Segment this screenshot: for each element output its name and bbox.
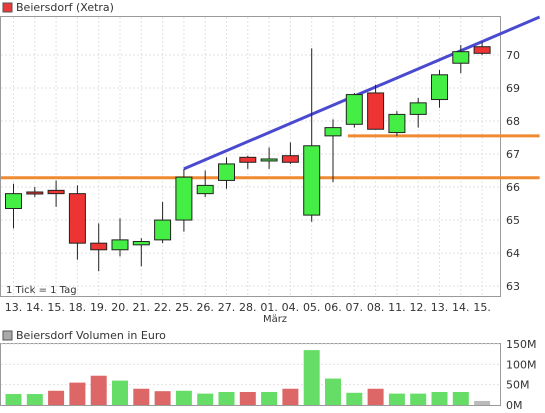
x-tick-label: 15. [47, 301, 65, 314]
candle-body [345, 94, 363, 125]
volume-bars [5, 350, 491, 405]
volume-bar [48, 390, 65, 405]
candles [5, 41, 491, 272]
volume-bar [431, 391, 448, 405]
volume-bar [239, 391, 256, 405]
price-panel: 63 64 65 66 67 68 69 70 Beiersdorf (Xetra) 1 Ti… [0, 1, 541, 297]
x-tick-label: 06. [324, 301, 342, 314]
x-tick-label: 12. [409, 301, 427, 314]
volume-legend-label: Beiersdorf Volumen in Euro [16, 329, 166, 342]
x-axis-month-label: März [263, 314, 287, 325]
volume-y-axis: 0M 50M 100M 150M [506, 338, 537, 412]
price-y-tick-label: 63 [506, 280, 520, 293]
x-axis: 13. 14. 15. 18. 19. 20. 21. 22. 25. 26. 27. 28. 01. 0… [5, 301, 491, 314]
price-y-tick-label: 70 [506, 49, 520, 62]
x-tick-label: 05. [303, 301, 321, 314]
candle-body [90, 242, 108, 251]
volume-legend-swatch [2, 330, 13, 341]
x-tick-label: 04. [282, 301, 300, 314]
volume-bar [452, 391, 469, 405]
candle-body [196, 184, 214, 195]
x-tick-label: 19. [90, 301, 108, 314]
volume-bar [325, 378, 341, 405]
volume-bar [303, 350, 320, 405]
volume-bar [474, 400, 491, 405]
candle-body [239, 156, 257, 163]
candle-body [431, 74, 448, 101]
x-tick-label: 11. [388, 301, 406, 314]
price-y-tick-label: 67 [506, 148, 520, 161]
x-tick-label: 01. [260, 301, 278, 314]
candle-body [68, 193, 86, 244]
volume-bar [346, 392, 363, 405]
volume-y-tick-label: 0M [506, 399, 523, 412]
candle-body [281, 155, 299, 163]
x-tick-label: 22. [154, 301, 172, 314]
x-tick-label: 14. [452, 301, 470, 314]
x-tick-label: 07. [346, 301, 364, 314]
volume-y-tick-label: 100M [506, 358, 537, 371]
candle-body [175, 176, 193, 221]
candle-body [218, 163, 235, 181]
candle-body [303, 145, 321, 216]
volume-bar [154, 391, 171, 405]
volume-bar [367, 388, 384, 405]
trend-lines [1, 15, 541, 180]
tick-note: 1 Tick = 1 Tag [6, 285, 77, 296]
price-legend-swatch [2, 2, 13, 13]
x-tick-label: 21. [133, 301, 151, 314]
price-plot-frame [0, 16, 501, 297]
volume-bar [90, 375, 107, 405]
volume-grid [1, 343, 500, 386]
volume-bar [5, 394, 22, 405]
x-tick-label: 08. [367, 301, 385, 314]
volume-bar [26, 394, 43, 405]
trend-line-resistance [183, 15, 541, 171]
candle-body [132, 241, 150, 246]
volume-bar [69, 382, 86, 405]
x-tick-label: 28. [239, 301, 257, 314]
price-y-tick-label: 65 [506, 214, 520, 227]
volume-bar [175, 390, 192, 405]
candle-body [473, 46, 491, 54]
volume-bar [133, 388, 150, 405]
candle-body [47, 189, 65, 195]
price-legend-label: Beiersdorf (Xetra) [16, 1, 114, 14]
volume-bar [282, 388, 299, 405]
x-tick-label: 25. [175, 301, 193, 314]
x-tick-label: 13. [5, 301, 23, 314]
price-y-tick-label: 69 [506, 82, 520, 95]
candle-body [26, 191, 44, 195]
volume-bar [261, 391, 278, 405]
volume-panel: Beiersdorf Volumen in Euro 0M 50M 100M 150M [0, 329, 537, 412]
volume-y-tick-label: 150M [506, 338, 537, 351]
price-y-tick-label: 66 [506, 181, 520, 194]
candle-body [260, 158, 278, 162]
volume-bar [197, 393, 214, 405]
candle-body [409, 102, 427, 115]
volume-bar [388, 393, 405, 405]
x-tick-label: 27. [218, 301, 236, 314]
volume-bar [410, 393, 427, 405]
x-tick-label: 13. [431, 301, 449, 314]
price-y-tick-label: 64 [506, 247, 520, 260]
x-tick-label: 14. [26, 301, 44, 314]
candle-body [111, 239, 129, 251]
x-tick-label: 26. [196, 301, 214, 314]
candle-body [154, 219, 172, 241]
x-tick-label: 20. [111, 301, 129, 314]
x-tick-label: 15. [473, 301, 491, 314]
price-y-tick-label: 68 [506, 115, 520, 128]
candle-body [5, 193, 22, 210]
candle-body [452, 51, 470, 64]
candle-body [388, 113, 406, 134]
candle-body [367, 92, 385, 130]
candle-body [324, 127, 342, 137]
volume-bar [218, 391, 235, 405]
price-y-axis: 63 64 65 66 67 68 69 70 [506, 49, 520, 293]
x-tick-label: 18. [69, 301, 87, 314]
volume-bar [112, 380, 128, 405]
volume-y-tick-label: 50M [506, 379, 530, 392]
